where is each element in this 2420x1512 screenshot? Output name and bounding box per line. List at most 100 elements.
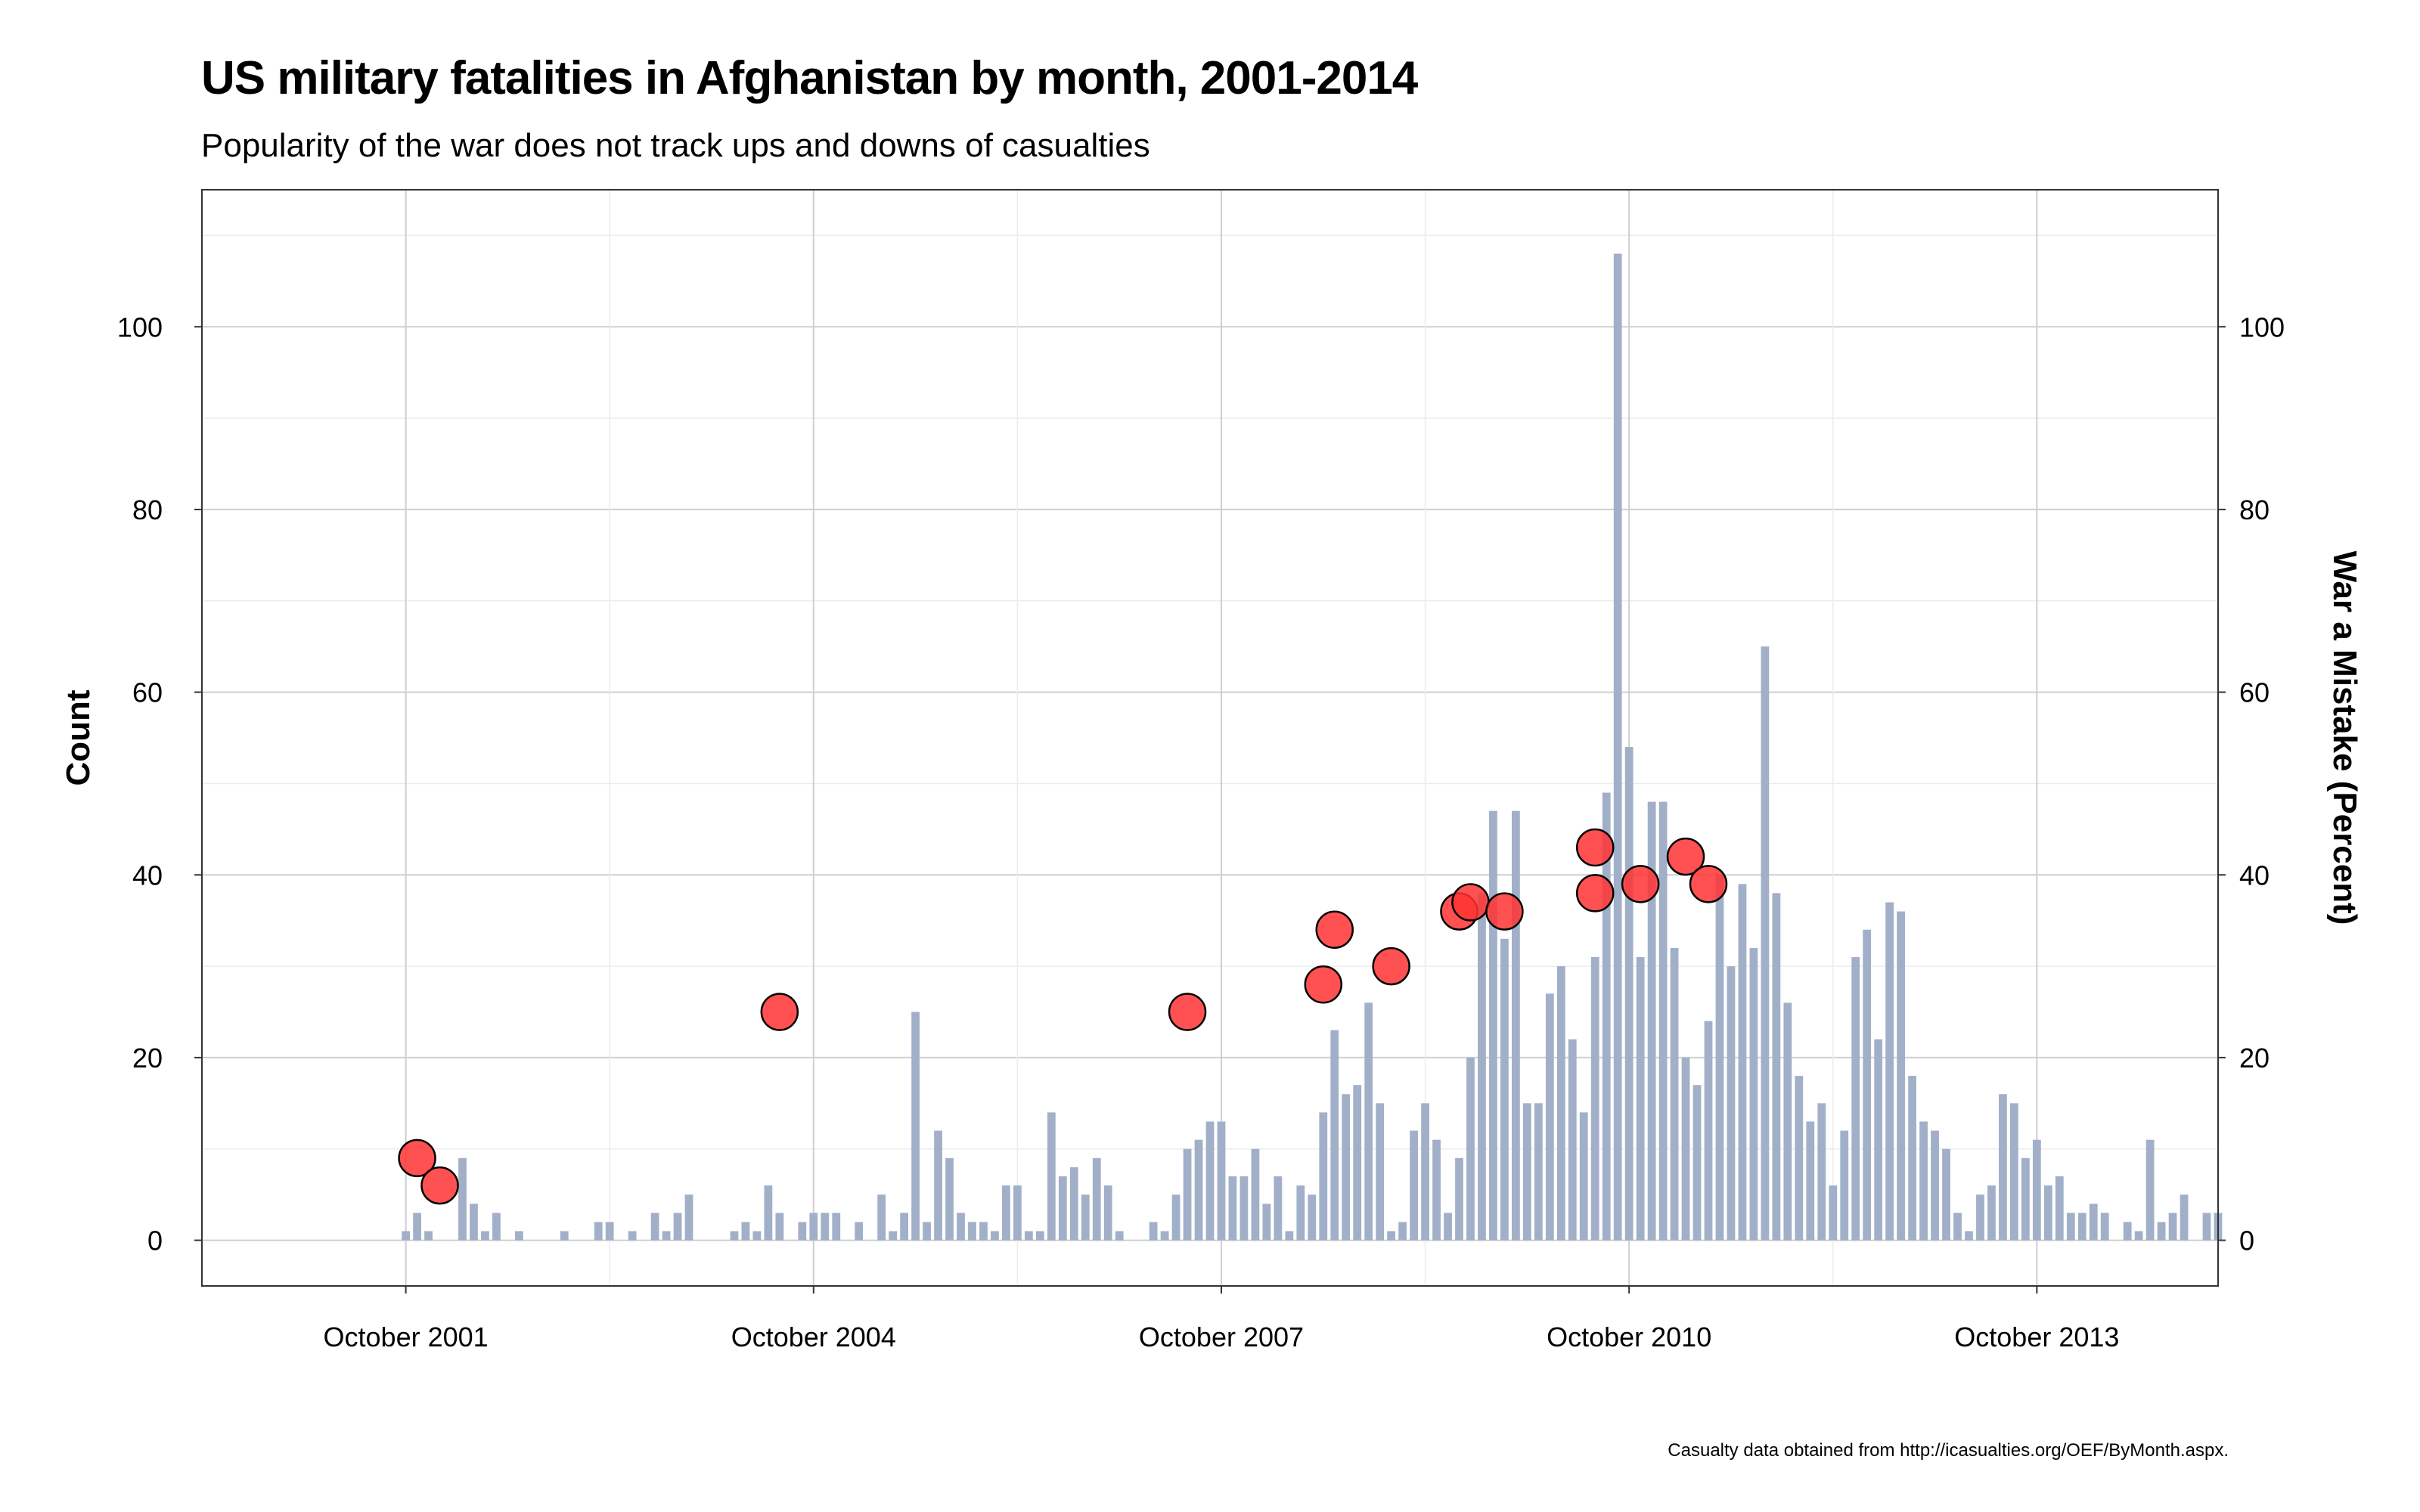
bar: [1002, 1185, 1010, 1241]
grid-lines: [202, 190, 2218, 1286]
data-point: [420, 1166, 459, 1205]
bar: [594, 1222, 603, 1241]
data-point: [760, 993, 799, 1031]
bar: [2145, 1139, 2155, 1241]
bar: [1795, 1076, 1804, 1241]
bar: [1228, 1176, 1237, 1241]
bar: [957, 1213, 965, 1241]
bar: [1806, 1121, 1815, 1241]
bar: [1024, 1231, 1033, 1241]
bar: [2010, 1103, 2018, 1241]
bar: [1455, 1157, 1463, 1241]
bar: [673, 1213, 682, 1241]
bar: [1692, 1085, 1702, 1241]
bar: [424, 1231, 433, 1241]
y-tick-label: 100: [117, 311, 163, 342]
y-tick-label: 60: [132, 677, 163, 708]
plot-border: [201, 189, 2219, 1287]
bar: [1500, 938, 1509, 1241]
bar: [1205, 1121, 1215, 1241]
bar: [650, 1213, 659, 1241]
x-tick-label: October 2001: [324, 1321, 489, 1352]
bar: [991, 1231, 999, 1241]
bar: [2134, 1231, 2143, 1241]
chart-caption: Casualty data obtained from http://icasu…: [1668, 1440, 2229, 1461]
bar: [1727, 966, 1736, 1241]
y2-tick-label: 20: [2239, 1043, 2270, 1074]
bar: [1013, 1185, 1022, 1241]
bar: [1761, 646, 1770, 1241]
bar: [492, 1213, 501, 1241]
bar: [1387, 1231, 1396, 1241]
bar: [402, 1231, 410, 1241]
bar: [1274, 1176, 1283, 1241]
bar: [458, 1157, 467, 1241]
data-point: [398, 1139, 436, 1178]
bar: [968, 1222, 976, 1241]
bar: [889, 1231, 898, 1241]
data-point: [1315, 910, 1354, 949]
bar: [1262, 1204, 1271, 1241]
bar: [1999, 1094, 2007, 1241]
bar: [979, 1222, 988, 1241]
bar: [514, 1231, 523, 1241]
y2-tick-label: 100: [2239, 311, 2285, 342]
bar: [1149, 1222, 1158, 1241]
bar: [413, 1213, 421, 1241]
bar: [1636, 957, 1645, 1241]
bar: [923, 1222, 931, 1241]
x-tick-label: October 2004: [731, 1321, 896, 1352]
bar: [1285, 1231, 1294, 1241]
bar: [1908, 1076, 1916, 1241]
bar: [1364, 1002, 1373, 1241]
bar: [1851, 957, 1860, 1241]
bar: [1058, 1176, 1067, 1241]
bar: [730, 1231, 739, 1241]
y2-axis-label: War a Mistake (Percent): [2326, 551, 2363, 925]
bar: [1670, 947, 1679, 1241]
bar: [1579, 1112, 1588, 1241]
bar: [1217, 1121, 1226, 1241]
bar: [2157, 1222, 2166, 1241]
data-point: [1304, 965, 1343, 1004]
bar: [2123, 1222, 2132, 1241]
bar: [2032, 1139, 2041, 1241]
bar: [2202, 1213, 2211, 1241]
bar: [1330, 1030, 1339, 1241]
bar: [1432, 1139, 1441, 1241]
bar: [1319, 1112, 1328, 1241]
bar: [605, 1222, 614, 1241]
bar: [1942, 1148, 1950, 1241]
data-point: [1666, 837, 1705, 876]
bar: [752, 1231, 762, 1241]
bar: [1749, 947, 1758, 1241]
y2-tick-label: 40: [2239, 860, 2270, 891]
bar: [662, 1231, 671, 1241]
bar: [809, 1213, 818, 1241]
bar: [1160, 1231, 1169, 1241]
x-tick-label: October 2010: [1547, 1321, 1711, 1352]
bar: [1772, 893, 1781, 1241]
data-point: [1485, 892, 1524, 931]
bar: [945, 1157, 954, 1241]
bar: [741, 1222, 750, 1241]
x-tick-label: October 2013: [1954, 1321, 2119, 1352]
data-point: [1689, 865, 1728, 903]
bar: [1534, 1103, 1543, 1241]
bar: [2066, 1213, 2075, 1241]
data-point: [1372, 947, 1410, 986]
bar: [1239, 1176, 1249, 1241]
bar: [1512, 810, 1520, 1241]
y-axis-right: 0 20 40 60 80 100: [2218, 311, 2285, 1256]
bar: [1308, 1194, 1317, 1241]
bar: [1863, 929, 1872, 1241]
bar: [1556, 966, 1565, 1241]
chart-title: US military fatalities in Afghanistan by…: [201, 52, 1418, 104]
bar: [1194, 1139, 1203, 1241]
x-tick-label: October 2007: [1139, 1321, 1304, 1352]
bar: [1545, 993, 1554, 1241]
bar: [832, 1213, 841, 1241]
bar: [1976, 1194, 1984, 1241]
bar: [1081, 1194, 1090, 1241]
bar: [1874, 1039, 1883, 1241]
